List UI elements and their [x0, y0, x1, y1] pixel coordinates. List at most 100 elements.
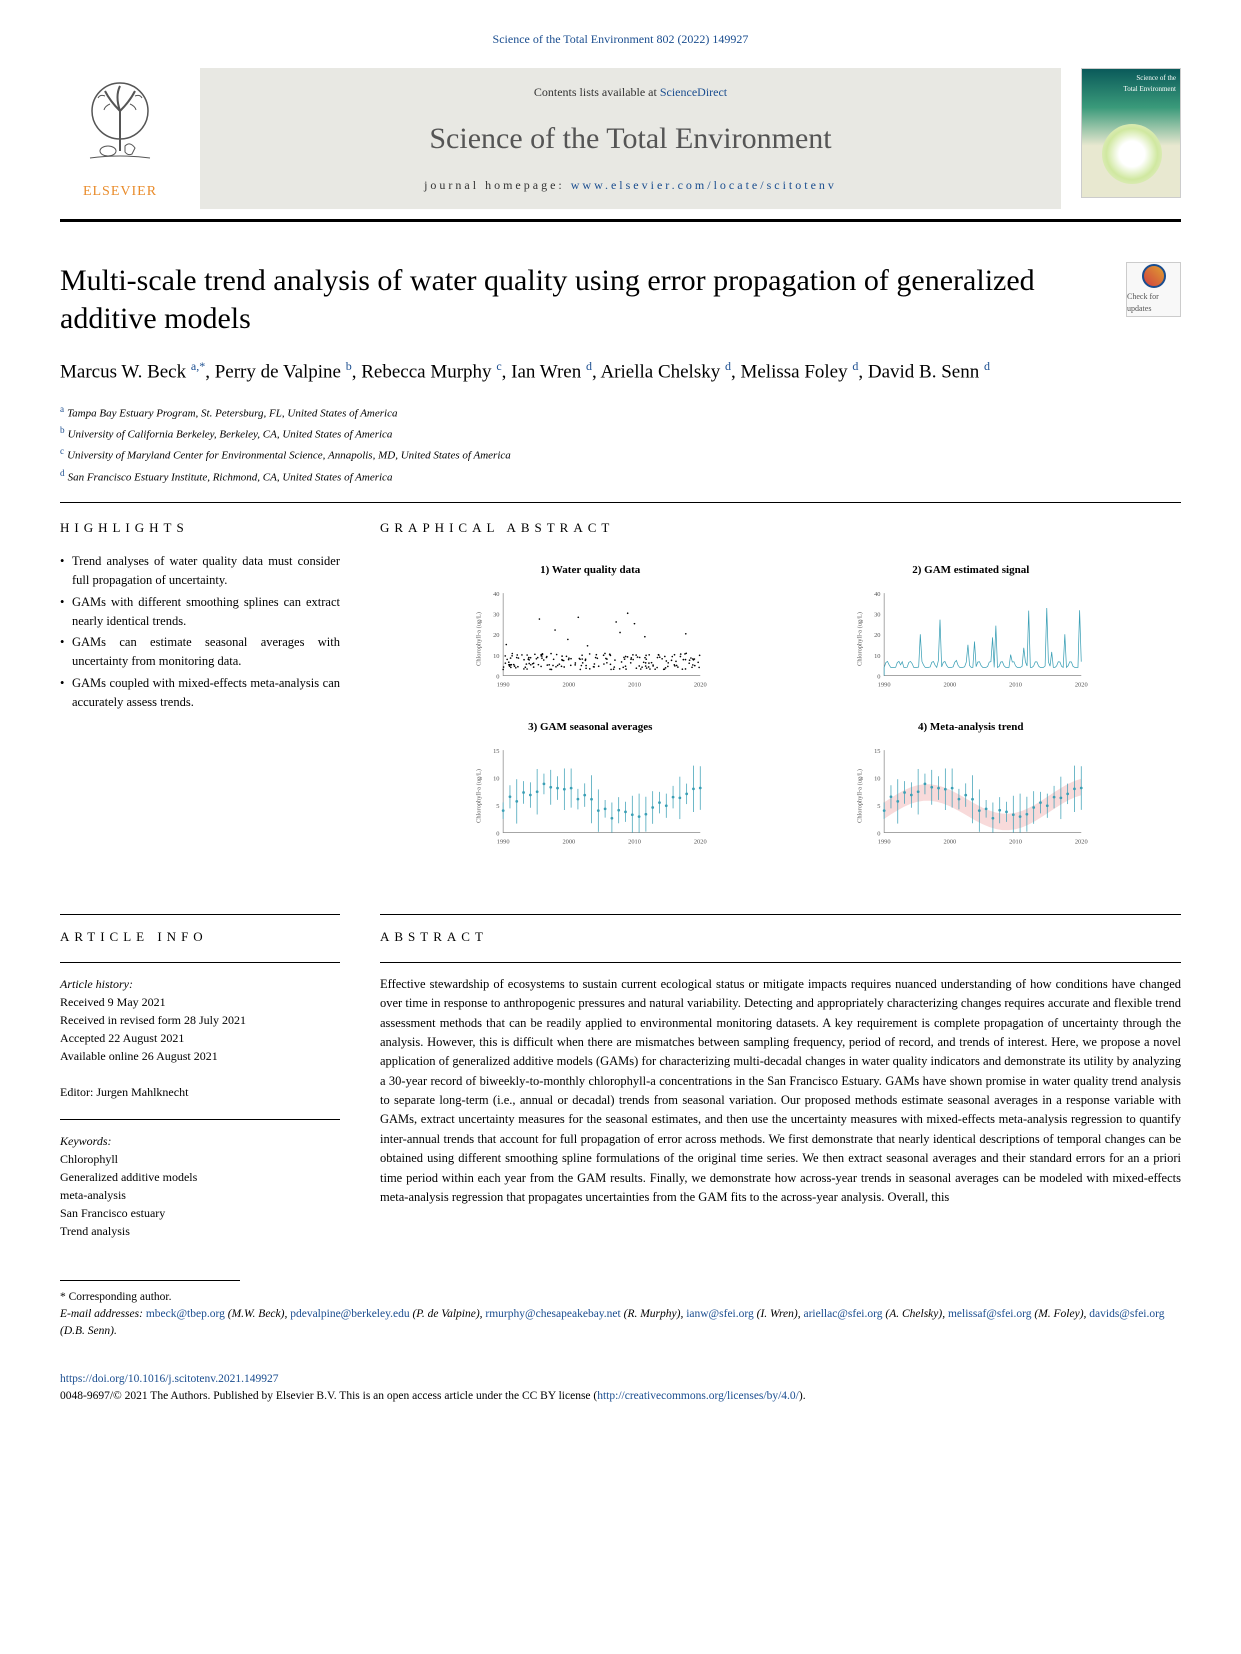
journal-cover-thumbnail: Science of theTotal Environment — [1081, 68, 1181, 198]
email-addresses: E-mail addresses: mbeck@tbep.org (M.W. B… — [60, 1306, 1181, 1341]
svg-text:1990: 1990 — [877, 838, 890, 845]
history-item: Received 9 May 2021 — [60, 993, 340, 1011]
svg-text:10: 10 — [874, 775, 880, 782]
graphical-abstract-section: GRAPHICAL ABSTRACT 1) Water quality data… — [380, 518, 1181, 867]
keyword: meta-analysis — [60, 1186, 340, 1204]
affiliation: aTampa Bay Estuary Program, St. Petersbu… — [60, 402, 1181, 423]
copyright-prefix: 0048-9697/© 2021 The Authors. Published … — [60, 1390, 597, 1402]
highlight-item: GAMs can estimate seasonal averages with… — [60, 633, 340, 671]
svg-text:40: 40 — [874, 591, 880, 598]
svg-text:0: 0 — [877, 673, 880, 680]
svg-text:2000: 2000 — [943, 681, 956, 688]
keyword: Trend analysis — [60, 1222, 340, 1240]
homepage-prefix: journal homepage: — [424, 178, 571, 192]
mini-chart-title: 3) GAM seasonal averages — [420, 719, 761, 736]
history-item: Available online 26 August 2021 — [60, 1047, 340, 1065]
history-item: Received in revised form 28 July 2021 — [60, 1011, 340, 1029]
svg-text:2010: 2010 — [628, 681, 641, 688]
contents-line: Contents lists available at ScienceDirec… — [534, 83, 727, 101]
svg-text:0: 0 — [496, 830, 499, 837]
svg-text:2000: 2000 — [943, 838, 956, 845]
highlights-list: Trend analyses of water quality data mus… — [60, 552, 340, 711]
svg-text:1990: 1990 — [877, 681, 890, 688]
cc-license-link[interactable]: http://creativecommons.org/licenses/by/4… — [597, 1390, 799, 1402]
svg-text:20: 20 — [493, 632, 499, 639]
journal-reference: Science of the Total Environment 802 (20… — [60, 30, 1181, 48]
highlight-item: Trend analyses of water quality data mus… — [60, 552, 340, 590]
updates-label: Check for updates — [1127, 291, 1180, 315]
abstract-head: ABSTRACT — [380, 927, 1181, 947]
svg-text:2000: 2000 — [562, 681, 575, 688]
elsevier-logo: ELSEVIER — [60, 68, 180, 209]
keyword: San Francisco estuary — [60, 1204, 340, 1222]
doi-link[interactable]: https://doi.org/10.1016/j.scitotenv.2021… — [60, 1373, 279, 1385]
updates-icon — [1142, 264, 1166, 288]
homepage-line: journal homepage: www.elsevier.com/locat… — [424, 176, 837, 194]
svg-text:2000: 2000 — [562, 838, 575, 845]
author: , Ian Wren — [502, 361, 586, 382]
article-title: Multi-scale trend analysis of water qual… — [60, 262, 1096, 337]
mini-chart-title: 4) Meta-analysis trend — [801, 719, 1142, 736]
svg-text:10: 10 — [493, 653, 499, 660]
divider — [60, 502, 1181, 503]
history-head: Article history: — [60, 975, 340, 993]
email-link[interactable]: mbeck@tbep.org — [146, 1308, 225, 1320]
affiliation: cUniversity of Maryland Center for Envir… — [60, 444, 1181, 465]
author-affiliation-sup: d — [984, 359, 990, 373]
highlight-item: GAMs with different smoothing splines ca… — [60, 593, 340, 631]
svg-text:2020: 2020 — [694, 681, 707, 688]
masthead-center: Contents lists available at ScienceDirec… — [200, 68, 1061, 209]
mini-chart-title: 2) GAM estimated signal — [801, 562, 1142, 579]
svg-text:0: 0 — [496, 673, 499, 680]
email-link[interactable]: rmurphy@chesapeakebay.net — [485, 1308, 620, 1320]
email-link[interactable]: ianw@sfei.org — [686, 1308, 754, 1320]
journal-name: Science of the Total Environment — [429, 116, 831, 161]
author: Marcus W. Beck — [60, 361, 191, 382]
keyword: Chlorophyll — [60, 1150, 340, 1168]
mini-chart-title: 1) Water quality data — [420, 562, 761, 579]
svg-text:0: 0 — [877, 830, 880, 837]
abstract-text: Effective stewardship of ecosystems to s… — [380, 975, 1181, 1208]
homepage-link[interactable]: www.elsevier.com/locate/scitotenv — [571, 178, 837, 192]
author: , Ariella Chelsky — [592, 361, 725, 382]
svg-text:5: 5 — [496, 803, 499, 810]
svg-text:2010: 2010 — [1009, 838, 1022, 845]
author: , David B. Senn — [858, 361, 984, 382]
author-affiliation-sup: a,* — [191, 359, 205, 373]
svg-text:20: 20 — [874, 632, 880, 639]
svg-text:2020: 2020 — [1074, 681, 1087, 688]
mini-chart: 1) Water quality data Chlorophyll-a (ug/L… — [420, 562, 761, 699]
email-link[interactable]: ariellac@sfei.org — [803, 1308, 882, 1320]
check-updates-badge[interactable]: Check for updates — [1126, 262, 1181, 317]
svg-text:1990: 1990 — [497, 681, 510, 688]
editor: Editor: Jurgen Mahlknecht — [60, 1083, 340, 1101]
mini-chart-svg: Chlorophyll-a (ug/L) 1990 2000 2010 2020 0 10 2… — [420, 584, 761, 694]
svg-text:2010: 2010 — [628, 838, 641, 845]
email-link[interactable]: melissaf@sfei.org — [948, 1308, 1032, 1320]
svg-text:Chlorophyll-a (ug/L): Chlorophyll-a (ug/L) — [475, 612, 482, 666]
svg-text:Chlorophyll-a (ug/L): Chlorophyll-a (ug/L) — [856, 612, 863, 666]
svg-text:2020: 2020 — [694, 838, 707, 845]
svg-text:15: 15 — [493, 748, 499, 755]
email-link[interactable]: pdevalpine@berkeley.edu — [290, 1308, 409, 1320]
sciencedirect-link[interactable]: ScienceDirect — [660, 85, 727, 99]
svg-text:1990: 1990 — [497, 838, 510, 845]
divider — [60, 219, 1181, 222]
svg-text:5: 5 — [877, 803, 880, 810]
svg-text:40: 40 — [493, 591, 499, 598]
svg-text:Chlorophyll-a (ug/L): Chlorophyll-a (ug/L) — [856, 769, 863, 823]
copyright-suffix: ). — [799, 1390, 806, 1402]
mini-chart-svg: Chlorophyll-a (ug/L)19902000201020200102… — [801, 584, 1142, 694]
elsevier-text: ELSEVIER — [83, 181, 157, 202]
mini-chart-svg: Chlorophyll-a (ug/L)19902000201020200510… — [420, 741, 761, 851]
highlights-head: HIGHLIGHTS — [60, 518, 340, 538]
svg-text:30: 30 — [874, 611, 880, 618]
keyword: Generalized additive models — [60, 1168, 340, 1186]
highlight-item: GAMs coupled with mixed-effects meta-ana… — [60, 674, 340, 712]
svg-text:2010: 2010 — [1009, 681, 1022, 688]
email-link[interactable]: davids@sfei.org — [1089, 1308, 1164, 1320]
author: , Melissa Foley — [731, 361, 852, 382]
svg-text:30: 30 — [493, 611, 499, 618]
author: , Perry de Valpine — [205, 361, 346, 382]
affiliations-list: aTampa Bay Estuary Program, St. Petersbu… — [60, 402, 1181, 487]
